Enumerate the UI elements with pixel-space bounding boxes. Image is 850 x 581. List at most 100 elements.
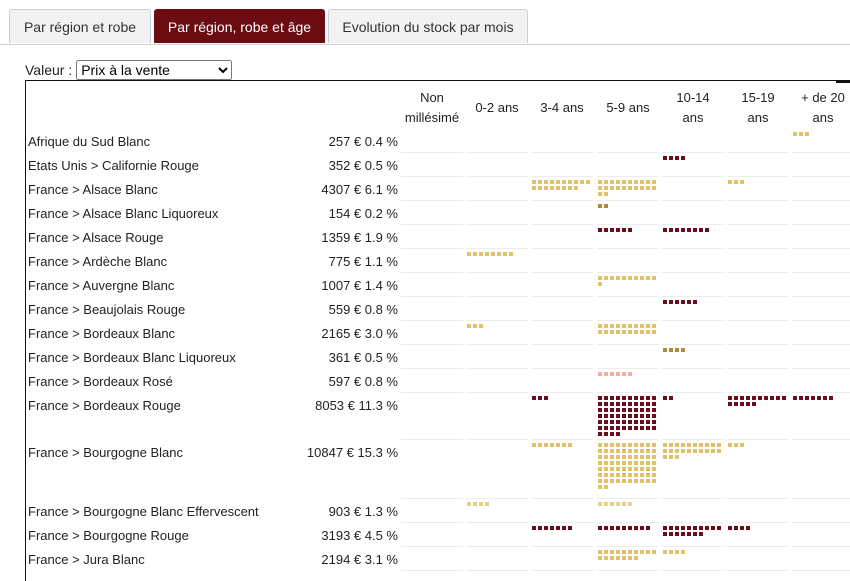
cell-separator (401, 392, 463, 393)
cell-dots (663, 348, 723, 354)
cell-dots (663, 156, 723, 162)
table-row: France > Jura Blanc 2194 € 3.1 % (26, 548, 850, 572)
stock-dot (604, 414, 608, 418)
cell-separator (466, 248, 528, 249)
stock-dot (640, 426, 644, 430)
stock-dot (604, 180, 608, 184)
stock-dot (628, 186, 632, 190)
row-value: 1359 € 1.9 % (321, 230, 398, 245)
stock-dot (544, 180, 548, 184)
cell-separator (597, 368, 659, 369)
stock-dot (681, 228, 685, 232)
stock-dot (740, 443, 744, 447)
stock-dot (646, 473, 650, 477)
stock-dot (574, 180, 578, 184)
cell-separator (531, 248, 593, 249)
stock-dot (734, 180, 738, 184)
stock-dot (628, 276, 632, 280)
stock-dot (550, 443, 554, 447)
stock-dot (473, 502, 477, 506)
stock-dot (740, 402, 744, 406)
stock-dot (616, 461, 620, 465)
cell-dots (598, 372, 658, 378)
cell-dots (728, 396, 788, 408)
cell-dots (598, 324, 658, 336)
stock-dot (634, 479, 638, 483)
stock-dot (550, 186, 554, 190)
stock-dot (538, 443, 542, 447)
stock-dot (628, 550, 632, 554)
stock-dot (646, 461, 650, 465)
stock-dot (829, 396, 833, 400)
cell-separator (662, 498, 724, 499)
stock-dot (634, 414, 638, 418)
cell-dots (793, 396, 850, 402)
stock-dot (610, 420, 614, 424)
stock-dot (604, 473, 608, 477)
stock-dot (610, 449, 614, 453)
row-label: France > Auvergne Blanc (28, 278, 175, 293)
cell-separator (792, 272, 850, 273)
cell-dots (532, 396, 592, 402)
cell-separator (531, 296, 593, 297)
stock-dot (681, 550, 685, 554)
stock-dot (604, 396, 608, 400)
stock-dot (717, 526, 721, 530)
cell-separator (531, 200, 593, 201)
stock-dot (663, 550, 667, 554)
cell-separator (401, 522, 463, 523)
stock-dot (610, 461, 614, 465)
stock-dot (693, 300, 697, 304)
stock-dot (568, 186, 572, 190)
tab-stock-evolution[interactable]: Evolution du stock par mois (328, 9, 528, 43)
stock-dot (622, 396, 626, 400)
value-label: Valeur : (25, 62, 73, 78)
stock-dot (598, 276, 602, 280)
stock-dot (598, 485, 602, 489)
stock-dot (652, 414, 656, 418)
cell-separator (792, 176, 850, 177)
stock-dot (640, 443, 644, 447)
stock-dot (634, 449, 638, 453)
stock-dot (663, 532, 667, 536)
stock-dot (646, 426, 650, 430)
stock-dot (562, 443, 566, 447)
stock-dot (669, 532, 673, 536)
cell-dots (663, 300, 723, 306)
stock-dot (604, 402, 608, 406)
cell-separator (662, 248, 724, 249)
stock-dot (675, 526, 679, 530)
cell-separator (792, 522, 850, 523)
value-select[interactable]: Prix à la vente (76, 60, 233, 80)
cell-separator (597, 498, 659, 499)
stock-dot (598, 461, 602, 465)
cell-separator (597, 296, 659, 297)
stock-dot (598, 426, 602, 430)
stock-dot (705, 228, 709, 232)
table-row: France > Bourgogne Blanc 10847 € 15.3 % (26, 441, 850, 500)
stock-dot (628, 228, 632, 232)
cell-dots (532, 526, 592, 532)
column-header-4: 10-14 ans (676, 90, 710, 125)
stock-dot (544, 396, 548, 400)
stock-dot (634, 443, 638, 447)
stock-dot (634, 330, 638, 334)
tab-region-robe[interactable]: Par région et robe (9, 9, 151, 43)
cell-dots (728, 526, 788, 532)
stock-dot (598, 455, 602, 459)
stock-dot (532, 186, 536, 190)
tab-region-robe-age[interactable]: Par région, robe et âge (154, 9, 325, 43)
row-label: France > Bourgogne Rouge (28, 528, 189, 543)
stock-dot (634, 455, 638, 459)
stock-dot (669, 443, 673, 447)
cell-separator (662, 296, 724, 297)
cell-separator (401, 546, 463, 547)
row-label: France > Alsace Blanc Liquoreux (28, 206, 219, 221)
stock-dot (699, 526, 703, 530)
stock-dot (616, 426, 620, 430)
stock-dot (616, 330, 620, 334)
cell-separator (792, 546, 850, 547)
row-value: 4307 € 6.1 % (321, 182, 398, 197)
stock-dot (598, 228, 602, 232)
stock-dot (640, 455, 644, 459)
